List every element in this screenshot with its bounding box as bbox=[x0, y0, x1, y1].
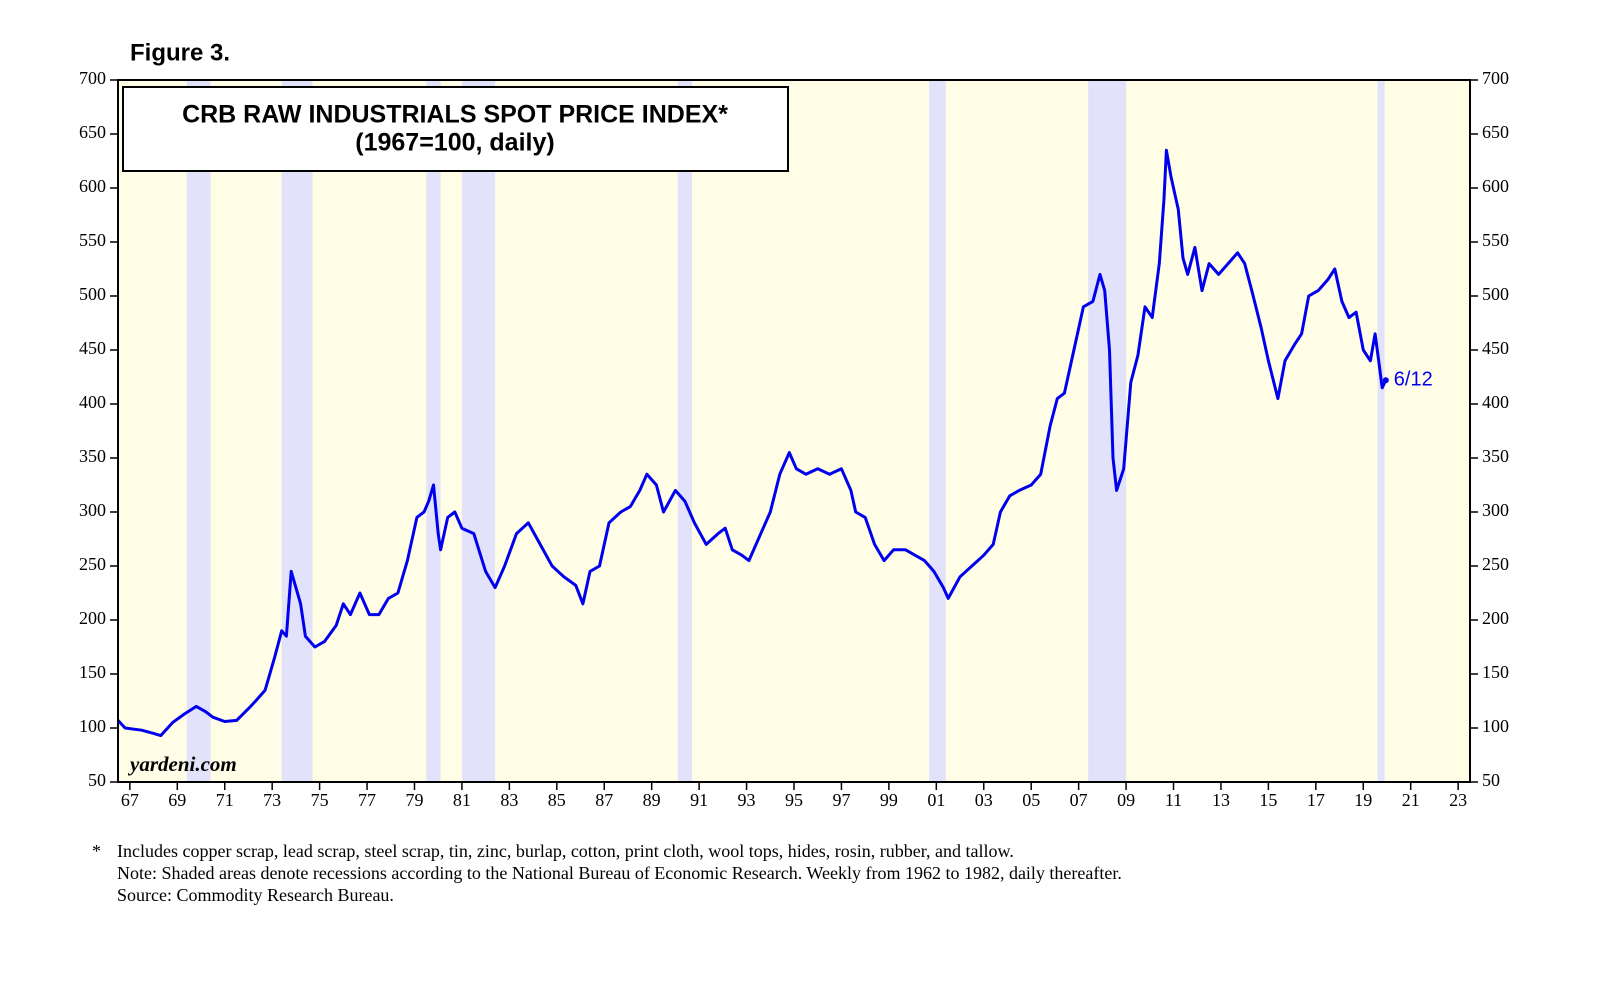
annotation: 6/12 bbox=[1394, 369, 1433, 391]
x-tick-label: 75 bbox=[311, 790, 329, 810]
chart-title: CRB RAW INDUSTRIALS SPOT PRICE INDEX* bbox=[182, 101, 728, 129]
x-tick-label: 07 bbox=[1070, 790, 1088, 810]
y2-tick-label: 50 bbox=[1482, 770, 1500, 790]
x-tick-label: 79 bbox=[405, 790, 423, 810]
y-tick-label: 600 bbox=[79, 176, 106, 196]
y-tick-label: 550 bbox=[79, 230, 106, 250]
chart-subtitle: (1967=100, daily) bbox=[355, 129, 554, 157]
plot-area bbox=[118, 80, 1470, 782]
x-tick-label: 69 bbox=[168, 790, 186, 810]
recession-band bbox=[1088, 80, 1127, 782]
x-tick-label: 77 bbox=[358, 790, 376, 810]
recession-band bbox=[186, 80, 211, 782]
figure-label: Figure 3. bbox=[130, 39, 230, 66]
y2-tick-label: 150 bbox=[1482, 662, 1509, 682]
title-box bbox=[122, 86, 789, 172]
y-tick-label: 650 bbox=[79, 122, 106, 142]
x-tick-label: 09 bbox=[1117, 790, 1135, 810]
footnote-marker: * bbox=[92, 841, 101, 861]
x-tick-label: 05 bbox=[1022, 790, 1040, 810]
x-tick-label: 95 bbox=[785, 790, 803, 810]
recession-band bbox=[461, 80, 496, 782]
y-tick-label: 250 bbox=[79, 554, 106, 574]
y2-tick-label: 250 bbox=[1482, 554, 1509, 574]
y2-tick-label: 400 bbox=[1482, 392, 1509, 412]
y-tick-label: 500 bbox=[79, 284, 106, 304]
y2-tick-label: 350 bbox=[1482, 446, 1509, 466]
y2-tick-label: 650 bbox=[1482, 122, 1509, 142]
plot-frame bbox=[117, 79, 1471, 783]
recession-band bbox=[281, 80, 313, 782]
x-tick-label: 73 bbox=[263, 790, 281, 810]
recession-band bbox=[677, 80, 693, 782]
last-point bbox=[1382, 377, 1389, 384]
recession-band bbox=[1377, 80, 1385, 782]
y-tick-label: 350 bbox=[79, 446, 106, 466]
x-tick-label: 03 bbox=[975, 790, 993, 810]
x-tick-label: 11 bbox=[1165, 790, 1182, 810]
x-tick-label: 87 bbox=[595, 790, 613, 810]
y2-tick-label: 500 bbox=[1482, 284, 1509, 304]
y2-tick-label: 300 bbox=[1482, 500, 1509, 520]
price-line bbox=[116, 148, 1388, 738]
x-tick-label: 17 bbox=[1307, 790, 1325, 810]
recession-band bbox=[426, 80, 441, 782]
y-tick-label: 400 bbox=[79, 392, 106, 412]
y-tick-label: 200 bbox=[79, 608, 106, 628]
x-tick-label: 85 bbox=[548, 790, 566, 810]
x-tick-label: 01 bbox=[927, 790, 945, 810]
x-tick-label: 13 bbox=[1212, 790, 1230, 810]
footnote: Note: Shaded areas denote recessions acc… bbox=[117, 863, 1122, 883]
y-tick-label: 150 bbox=[79, 662, 106, 682]
y2-tick-label: 550 bbox=[1482, 230, 1509, 250]
y-tick-label: 50 bbox=[88, 770, 106, 790]
x-tick-label: 93 bbox=[738, 790, 756, 810]
y-tick-label: 100 bbox=[79, 716, 106, 736]
x-tick-label: 81 bbox=[453, 790, 471, 810]
plot-background bbox=[118, 80, 1470, 782]
y2-tick-label: 200 bbox=[1482, 608, 1509, 628]
x-tick-label: 23 bbox=[1449, 790, 1467, 810]
y-tick-label: 700 bbox=[79, 68, 106, 88]
x-tick-label: 91 bbox=[690, 790, 708, 810]
x-tick-label: 97 bbox=[832, 790, 850, 810]
y2-tick-label: 450 bbox=[1482, 338, 1509, 358]
x-tick-label: 71 bbox=[216, 790, 234, 810]
x-tick-label: 67 bbox=[121, 790, 139, 810]
x-tick-label: 99 bbox=[880, 790, 898, 810]
x-tick-label: 15 bbox=[1259, 790, 1277, 810]
watermark: yardeni.com bbox=[127, 752, 237, 776]
footnote: Source: Commodity Research Bureau. bbox=[117, 885, 394, 905]
footnote: Includes copper scrap, lead scrap, steel… bbox=[117, 841, 1014, 861]
y-tick-label: 450 bbox=[79, 338, 106, 358]
x-tick-label: 89 bbox=[643, 790, 661, 810]
x-tick-label: 19 bbox=[1354, 790, 1372, 810]
recession-band bbox=[929, 80, 946, 782]
x-tick-label: 83 bbox=[500, 790, 518, 810]
y-tick-label: 300 bbox=[79, 500, 106, 520]
y2-tick-label: 600 bbox=[1482, 176, 1509, 196]
x-tick-label: 21 bbox=[1402, 790, 1420, 810]
y2-tick-label: 700 bbox=[1482, 68, 1509, 88]
y2-tick-label: 100 bbox=[1482, 716, 1509, 736]
